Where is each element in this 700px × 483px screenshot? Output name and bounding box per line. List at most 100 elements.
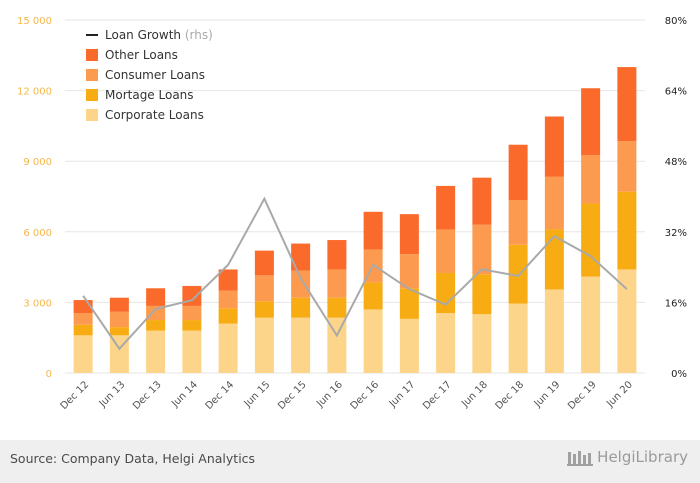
bar-segment — [399, 288, 419, 319]
bar-segment — [436, 312, 456, 373]
bar-segment — [109, 311, 129, 328]
bar-segment — [254, 250, 274, 276]
bar-segment — [399, 318, 419, 373]
x-tick-label: Dec 17 — [421, 379, 454, 412]
x-tick-label: Dec 16 — [349, 379, 382, 412]
bar-segment — [254, 317, 274, 373]
bar-segment — [544, 116, 564, 177]
bar-segment — [327, 317, 347, 373]
legend-label-name: Loan Growth — [105, 28, 185, 42]
bar-segment — [472, 224, 492, 275]
bar-segment — [544, 229, 564, 290]
y2-tick-label: 0% — [671, 369, 687, 380]
bar-segment — [327, 297, 347, 318]
brand-logo: HelgiLibrary — [567, 448, 688, 466]
y-tick-label: 0 — [46, 369, 52, 380]
bar-segment — [617, 269, 637, 373]
legend-label: Mortage Loans — [105, 88, 194, 102]
bar-segment — [508, 200, 528, 245]
bar-segment — [581, 276, 601, 373]
bar-segment — [109, 327, 129, 336]
bar-segment — [617, 191, 637, 270]
bar-segment — [544, 289, 564, 373]
bar-segment — [363, 309, 383, 373]
x-tick-label: Dec 13 — [131, 379, 164, 412]
chart-svg: 0 3 000 6 000 9 000 12 000 15 000 0% 16% 32% 48% 6… — [17, 16, 687, 412]
x-tick-label: Jun 18 — [459, 379, 490, 410]
bar-segment — [291, 297, 311, 318]
bar-segment — [146, 288, 166, 306]
x-tick-label: Jun 13 — [97, 379, 128, 410]
bar-segment — [508, 244, 528, 304]
bar-segment — [218, 269, 238, 291]
bar-segment — [399, 214, 419, 255]
y-tick-label: 15 000 — [17, 16, 52, 27]
bar-segment — [254, 275, 274, 302]
bar-segment — [291, 317, 311, 373]
bar-segment — [508, 303, 528, 373]
legend-label: Other Loans — [105, 48, 178, 62]
bar-segment — [399, 254, 419, 289]
y2-tick-label: 64% — [665, 87, 687, 98]
bar-segment — [581, 88, 601, 156]
x-tick-label: Dec 18 — [494, 379, 527, 412]
bar-segment — [544, 176, 564, 230]
bar-segment — [146, 305, 166, 321]
y-tick-label: 6 000 — [23, 228, 52, 239]
legend-swatch — [86, 69, 98, 81]
bar-segment — [617, 141, 637, 192]
bar-segment — [508, 144, 528, 201]
bar-segment — [218, 308, 238, 324]
bar-segment — [581, 155, 601, 204]
legend-label: Loan Growth (rhs) — [105, 28, 213, 42]
y-tick-label: 12 000 — [17, 87, 52, 98]
x-tick-label: Jun 20 — [604, 379, 635, 410]
bar-segment — [182, 330, 202, 373]
y-tick-label: 3 000 — [23, 298, 52, 309]
x-tick-label: Dec 19 — [566, 379, 599, 412]
x-tick-label: Dec 12 — [59, 379, 92, 412]
brand-name: HelgiLibrary — [597, 448, 688, 466]
y2-tick-label: 16% — [665, 298, 687, 309]
legend-swatch — [86, 89, 98, 101]
bar-segment — [617, 67, 637, 142]
bar-segment — [472, 274, 492, 315]
bar-segment — [363, 211, 383, 250]
bar-segment — [327, 269, 347, 298]
legend-label: Corporate Loans — [105, 108, 204, 122]
legend-swatch — [86, 109, 98, 121]
legend: Loan Growth (rhs) Other Loans Consumer Loa… — [86, 28, 213, 122]
x-tick-label: Dec 14 — [204, 379, 237, 412]
growth-line — [82, 196, 628, 351]
bar-segment — [73, 335, 93, 373]
x-tick-label: Jun 16 — [314, 379, 345, 410]
bar-segment — [581, 203, 601, 277]
legend-label: Consumer Loans — [105, 68, 205, 82]
bar-segment — [182, 320, 202, 331]
bar-segment — [291, 270, 311, 298]
x-tick-label: Jun 17 — [387, 379, 418, 410]
bar-layer — [73, 67, 637, 373]
bar-segment — [109, 297, 129, 312]
bar-segment — [436, 185, 456, 230]
bar-segment — [146, 330, 166, 373]
bar-segment — [436, 229, 456, 273]
bar-segment — [436, 272, 456, 313]
x-tick-label: Dec 15 — [276, 379, 309, 412]
bar-segment — [291, 243, 311, 271]
bar-segment — [472, 177, 492, 225]
library-icon — [567, 451, 594, 466]
y2-tick-label: 48% — [665, 157, 687, 168]
bar-segment — [182, 305, 202, 321]
bar-segment — [363, 282, 383, 310]
legend-swatch — [86, 49, 98, 61]
bar-segment — [182, 285, 202, 306]
line-layer — [82, 196, 628, 351]
x-tick-label: Jun 14 — [169, 379, 200, 410]
y2-tick-label: 32% — [665, 228, 687, 239]
source-text: Source: Company Data, Helgi Analytics — [10, 451, 256, 466]
bar-segment — [218, 290, 238, 309]
y2-tick-label: 80% — [665, 16, 687, 27]
bar-segment — [73, 312, 93, 325]
